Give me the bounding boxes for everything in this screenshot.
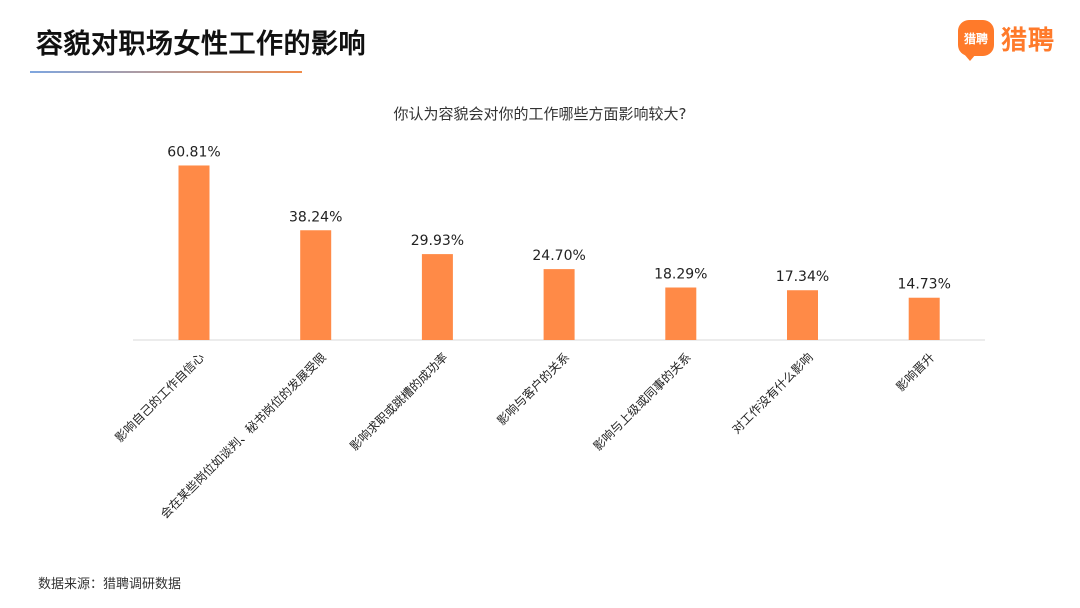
- data-source-note: 数据来源：猎聘调研数据: [38, 577, 182, 592]
- page-title: 容貌对职场女性工作的影响: [36, 29, 366, 60]
- bar: [665, 287, 697, 340]
- category-tick-label: 影响自己的工作自信心: [112, 350, 207, 445]
- category-tick-label: 影响与客户的关系: [494, 350, 572, 428]
- category-tick-label: 影响与上级或同事的关系: [590, 350, 694, 454]
- data-label: 14.73%: [898, 277, 951, 293]
- data-label: 38.24%: [289, 209, 342, 225]
- data-label: 29.93%: [411, 233, 464, 249]
- bar: [908, 297, 940, 340]
- bar: [178, 165, 210, 340]
- data-label: 17.34%: [776, 269, 829, 285]
- category-tick-label: 影响求职或跳槽的成功率: [347, 350, 451, 454]
- category-tick-label: 影响晋升: [893, 350, 938, 395]
- bar: [300, 230, 332, 340]
- logo-text: 猎聘: [1001, 25, 1056, 56]
- brand-logo: 猎聘 猎聘: [958, 19, 1056, 61]
- bar: [421, 254, 453, 340]
- title-underline: [30, 71, 302, 73]
- chart-title: 你认为容貌会对你的工作哪些方面影响较大?: [393, 105, 687, 123]
- bar: [543, 269, 575, 340]
- bar: [787, 290, 818, 340]
- data-label: 18.29%: [654, 267, 707, 283]
- data-label: 60.81%: [167, 144, 220, 160]
- category-tick-label: 对工作没有什么影响: [729, 350, 816, 437]
- data-label: 24.70%: [532, 248, 585, 264]
- logo-badge-icon: 猎聘: [958, 20, 994, 61]
